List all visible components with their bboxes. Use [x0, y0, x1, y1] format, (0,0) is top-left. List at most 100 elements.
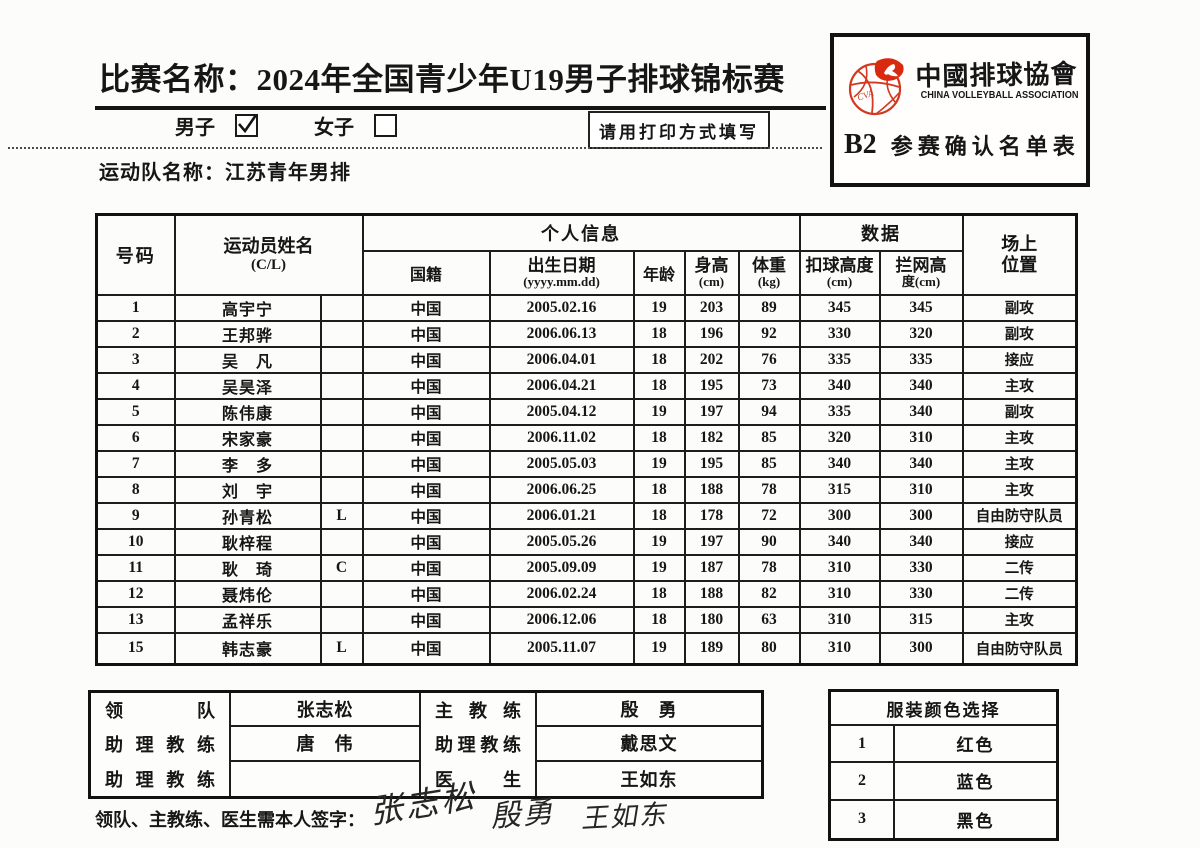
cell-cl: L: [319, 501, 364, 530]
staff-value: 张志松: [231, 693, 421, 728]
cell-no: 15: [95, 631, 176, 666]
cell-nat: 中国: [361, 371, 491, 400]
table-row: 13 孟祥乐 中国 2006.12.06 18 180 63 310 315 主攻: [95, 605, 1078, 634]
association-logo-box: CVA 中國排球協會 CHINA VOLLEYBALL ASSOCIATION …: [830, 33, 1090, 187]
male-checkbox: [235, 114, 258, 137]
cell-dob: 2005.04.12: [488, 397, 635, 426]
cell-dob: 2005.09.09: [488, 553, 635, 582]
female-label: 女子: [314, 117, 354, 139]
staff-label-text: 助理教练: [105, 735, 215, 756]
form-code: B2: [844, 129, 877, 160]
cell-weight: 76: [737, 345, 801, 374]
cell-pos: 主攻: [961, 605, 1078, 634]
cell-pos: 主攻: [961, 371, 1078, 400]
table-row: 6 宋家豪 中国 2006.11.02 18 182 85 320 310 主攻: [95, 423, 1078, 452]
check-icon: [238, 114, 258, 134]
cell-weight: 85: [737, 449, 801, 478]
cell-age: 19: [632, 527, 686, 556]
cell-pos: 自由防守队员: [961, 631, 1078, 666]
cell-age: 18: [632, 579, 686, 608]
uniform-option-color: 红色: [956, 736, 995, 756]
cell-weight: 78: [737, 475, 801, 504]
staff-table: 领队 张志松 主教练殷 勇助理教练唐 伟助理教练 戴思文 助理教练 医生 王如东: [88, 690, 764, 799]
cell-height: 195: [683, 449, 740, 478]
cell-pos: 主攻: [961, 449, 1078, 478]
org-name-cn: 中國排球協會: [915, 59, 1078, 92]
cell-weight: 80: [737, 631, 801, 666]
staff-label-text: 医生: [435, 769, 521, 790]
cell-nat: 中国: [361, 631, 491, 666]
uniform-option-number: 3: [831, 800, 895, 838]
cell-age: 18: [632, 423, 686, 452]
cell-spike: 340: [798, 527, 881, 556]
competition-title: 比赛名称：2024年全国青少年U19男子排球锦标赛: [95, 54, 826, 110]
cell-pos: 二传: [961, 579, 1078, 608]
cell-spike: 340: [798, 449, 881, 478]
cell-cl: [319, 397, 364, 426]
dotted-divider: [8, 147, 822, 149]
cell-dob: 2006.11.02: [488, 423, 635, 452]
form-name: 参赛确认名单表: [890, 134, 1080, 159]
cell-pos: 接应: [961, 527, 1078, 556]
cell-cl: [319, 475, 364, 504]
cell-block: 310: [878, 475, 964, 504]
cell-age: 19: [632, 397, 686, 426]
cell-height: 203: [683, 293, 740, 322]
cell-nat: 中国: [361, 553, 491, 582]
cell-block: 320: [878, 319, 964, 348]
cell-spike: 330: [798, 319, 881, 348]
cell-no: 4: [95, 371, 176, 400]
cell-block: 340: [878, 371, 964, 400]
cell-height: 197: [683, 527, 740, 556]
cell-pos: 接应: [961, 345, 1078, 374]
staff-label: 助理教练: [421, 727, 537, 762]
cell-no: 11: [95, 553, 176, 582]
cell-dob: 2006.12.06: [488, 605, 635, 634]
uniform-option-color: 蓝色: [956, 773, 995, 793]
cell-name: 孙青松: [173, 501, 322, 530]
cell-nat: 中国: [361, 449, 491, 478]
cell-height: 197: [683, 397, 740, 426]
table-row: 4 吴昊泽 中国 2006.04.21 18 195 73 340 340 主攻: [95, 371, 1078, 400]
staff-value: 唐 伟: [231, 727, 421, 762]
staff-label-text: 助理教练: [435, 735, 521, 756]
cell-cl: [319, 527, 364, 556]
table-row: 9 孙青松 L 中国 2006.01.21 18 178 72 300 300 自由防守队员: [95, 501, 1078, 530]
cell-nat: 中国: [361, 423, 491, 452]
cell-weight: 82: [737, 579, 801, 608]
cell-dob: 2006.02.24: [488, 579, 635, 608]
cell-no: 3: [95, 345, 176, 374]
uniform-option-row: 2 蓝色: [831, 763, 1056, 801]
cell-weight: 73: [737, 371, 801, 400]
uniform-option-color: 黑色: [956, 811, 995, 831]
table-row: 15 韩志豪 L 中国 2005.11.07 19 189 80 310 300 自由防守队员: [95, 631, 1078, 666]
cell-age: 19: [632, 553, 686, 582]
cell-name: 韩志豪: [173, 631, 322, 666]
cell-dob: 2005.11.07: [488, 631, 635, 666]
cell-block: 310: [878, 423, 964, 452]
uniform-option-row: 1 红色: [831, 726, 1056, 764]
cell-name: 孟祥乐: [173, 605, 322, 634]
cell-cl: L: [319, 631, 364, 666]
table-row: 12 聂炜伦 中国 2006.02.24 18 188 82 310 330 二传: [95, 579, 1078, 608]
cell-dob: 2006.04.21: [488, 371, 635, 400]
cell-spike: 310: [798, 631, 881, 666]
cell-height: 195: [683, 371, 740, 400]
cell-name: 陈伟康: [173, 397, 322, 426]
uniform-option-number: 2: [831, 763, 895, 799]
cell-pos: 主攻: [961, 423, 1078, 452]
cell-name: 耿梓程: [173, 527, 322, 556]
cell-nat: 中国: [361, 345, 491, 374]
cell-dob: 2005.05.03: [488, 449, 635, 478]
cell-nat: 中国: [361, 475, 491, 504]
logo-monogram: CVA: [856, 88, 875, 103]
cell-block: 335: [878, 345, 964, 374]
staff-label-text: 助理教练: [105, 769, 215, 790]
header-number: 号码: [95, 213, 176, 296]
cell-age: 18: [632, 501, 686, 530]
table-row: 1 高宇宁 中国 2005.02.16 19 203 89 345 345 副攻: [95, 293, 1078, 322]
